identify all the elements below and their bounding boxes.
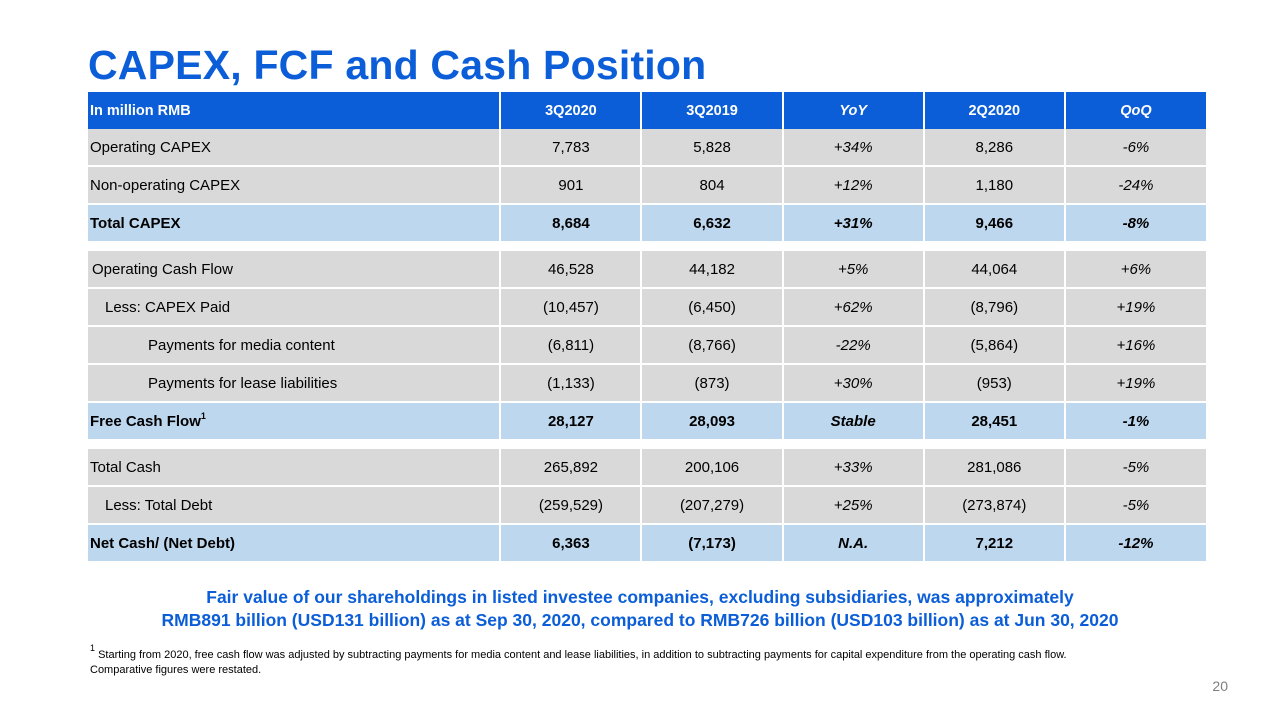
header-qoq: QoQ: [1064, 92, 1206, 129]
cell-3q2019: 200,106: [641, 449, 784, 487]
cell-2q2020: (953): [923, 364, 1066, 403]
table-row: Payments for lease liabilities (1,133) (…: [88, 364, 1206, 403]
cell-qoq: +19%: [1064, 288, 1206, 327]
cell-yoy: +62%: [782, 288, 925, 327]
cell-3q2019: (6,450): [641, 288, 784, 327]
cell-3q2019: 5,828: [641, 129, 784, 167]
row-label: Operating Cash Flow: [88, 251, 502, 289]
table-header-row: In million RMB 3Q2020 3Q2019 YoY 2Q2020 …: [88, 92, 1206, 129]
cell-2q2020: 9,466: [923, 204, 1066, 243]
cell-3q2020: 8,684: [500, 204, 643, 243]
cell-3q2019: 28,093: [641, 402, 784, 441]
cell-yoy: +5%: [782, 251, 925, 289]
table-row: Payments for media content (6,811) (8,76…: [88, 326, 1206, 365]
total-row: Total CAPEX 8,684 6,632 +31% 9,466 -8%: [88, 204, 1206, 243]
footnote: 1 Starting from 2020, free cash flow was…: [90, 644, 1200, 678]
cell-yoy: +25%: [782, 486, 925, 525]
section-gap: [88, 242, 1206, 251]
cell-3q2020: 6,363: [500, 524, 643, 563]
footnote-ref: 1: [200, 410, 206, 421]
table-row: Operating Cash Flow 46,528 44,182 +5% 44…: [88, 251, 1206, 289]
cell-3q2020: (6,811): [500, 326, 643, 365]
cell-3q2020: (10,457): [500, 288, 643, 327]
cell-2q2020: 44,064: [923, 251, 1066, 289]
row-label: Non-operating CAPEX: [88, 166, 502, 205]
row-label: Payments for lease liabilities: [88, 364, 502, 403]
fair-value-note: Fair value of our shareholdings in liste…: [0, 586, 1280, 632]
cell-yoy: +33%: [782, 449, 925, 487]
table-row: Operating CAPEX 7,783 5,828 +34% 8,286 -…: [88, 129, 1206, 167]
footnote-line-1: 1 Starting from 2020, free cash flow was…: [90, 644, 1200, 663]
cell-yoy: +34%: [782, 129, 925, 167]
cell-3q2020: 901: [500, 166, 643, 205]
table-row: Less: CAPEX Paid (10,457) (6,450) +62% (…: [88, 288, 1206, 327]
footnote-text-1: Starting from 2020, free cash flow was a…: [98, 649, 1067, 661]
cell-yoy: +30%: [782, 364, 925, 403]
note-line-1: Fair value of our shareholdings in liste…: [206, 587, 1074, 607]
table-row: Less: Total Debt (259,529) (207,279) +25…: [88, 486, 1206, 525]
note-line-2: RMB891 billion (USD131 billion) as at Se…: [161, 610, 1119, 630]
cell-yoy: Stable: [782, 402, 925, 441]
cell-qoq: +19%: [1064, 364, 1206, 403]
cell-2q2020: 28,451: [923, 402, 1066, 441]
cell-yoy: +31%: [782, 204, 925, 243]
cell-qoq: -12%: [1064, 524, 1206, 563]
cell-qoq: -6%: [1064, 129, 1206, 167]
header-label: In million RMB: [88, 92, 502, 129]
cell-2q2020: 7,212: [923, 524, 1066, 563]
total-row: Net Cash/ (Net Debt) 6,363 (7,173) N.A. …: [88, 524, 1206, 563]
cell-3q2020: 265,892: [500, 449, 643, 487]
header-3q2020: 3Q2020: [500, 92, 643, 129]
footnote-line-2: Comparative figures were restated.: [90, 664, 262, 676]
cell-2q2020: 8,286: [923, 129, 1066, 167]
page-title: CAPEX, FCF and Cash Position: [88, 42, 707, 88]
cell-yoy: +12%: [782, 166, 925, 205]
cell-2q2020: (5,864): [923, 326, 1066, 365]
cell-2q2020: (273,874): [923, 486, 1066, 525]
cell-2q2020: 1,180: [923, 166, 1066, 205]
cell-qoq: -5%: [1064, 449, 1206, 487]
cell-3q2019: 804: [641, 166, 784, 205]
header-yoy: YoY: [782, 92, 925, 129]
section-gap: [88, 440, 1206, 449]
cell-3q2019: (207,279): [641, 486, 784, 525]
table-row: Total Cash 265,892 200,106 +33% 281,086 …: [88, 449, 1206, 487]
row-label: Less: Total Debt: [88, 486, 502, 525]
cell-3q2020: 28,127: [500, 402, 643, 441]
cell-3q2020: (259,529): [500, 486, 643, 525]
footnote-marker: 1: [90, 643, 96, 653]
row-label: Payments for media content: [88, 326, 502, 365]
cell-3q2020: 7,783: [500, 129, 643, 167]
cell-qoq: -8%: [1064, 204, 1206, 243]
cell-2q2020: (8,796): [923, 288, 1066, 327]
cell-3q2019: 6,632: [641, 204, 784, 243]
row-label: Total Cash: [88, 449, 502, 487]
cell-yoy: -22%: [782, 326, 925, 365]
row-label-cell: Free Cash Flow1: [88, 402, 502, 441]
cell-3q2020: (1,133): [500, 364, 643, 403]
cell-yoy: N.A.: [782, 524, 925, 563]
header-2q2020: 2Q2020: [923, 92, 1066, 129]
row-label: Net Cash/ (Net Debt): [88, 524, 502, 563]
cell-3q2020: 46,528: [500, 251, 643, 289]
table-row: Non-operating CAPEX 901 804 +12% 1,180 -…: [88, 166, 1206, 205]
cell-3q2019: (873): [641, 364, 784, 403]
cell-qoq: -24%: [1064, 166, 1206, 205]
row-label: Total CAPEX: [88, 204, 502, 243]
total-row: Free Cash Flow1 28,127 28,093 Stable 28,…: [88, 402, 1206, 441]
cell-2q2020: 281,086: [923, 449, 1066, 487]
cell-3q2019: 44,182: [641, 251, 784, 289]
cell-qoq: -5%: [1064, 486, 1206, 525]
cell-3q2019: (7,173): [641, 524, 784, 563]
row-label: Operating CAPEX: [88, 129, 502, 167]
cell-qoq: -1%: [1064, 402, 1206, 441]
row-label: Less: CAPEX Paid: [88, 288, 502, 327]
row-label: Free Cash Flow: [90, 412, 201, 430]
cell-qoq: +16%: [1064, 326, 1206, 365]
cell-qoq: +6%: [1064, 251, 1206, 289]
header-3q2019: 3Q2019: [641, 92, 784, 129]
cell-3q2019: (8,766): [641, 326, 784, 365]
page-number: 20: [1212, 678, 1228, 694]
financial-table: In million RMB 3Q2020 3Q2019 YoY 2Q2020 …: [88, 92, 1206, 563]
